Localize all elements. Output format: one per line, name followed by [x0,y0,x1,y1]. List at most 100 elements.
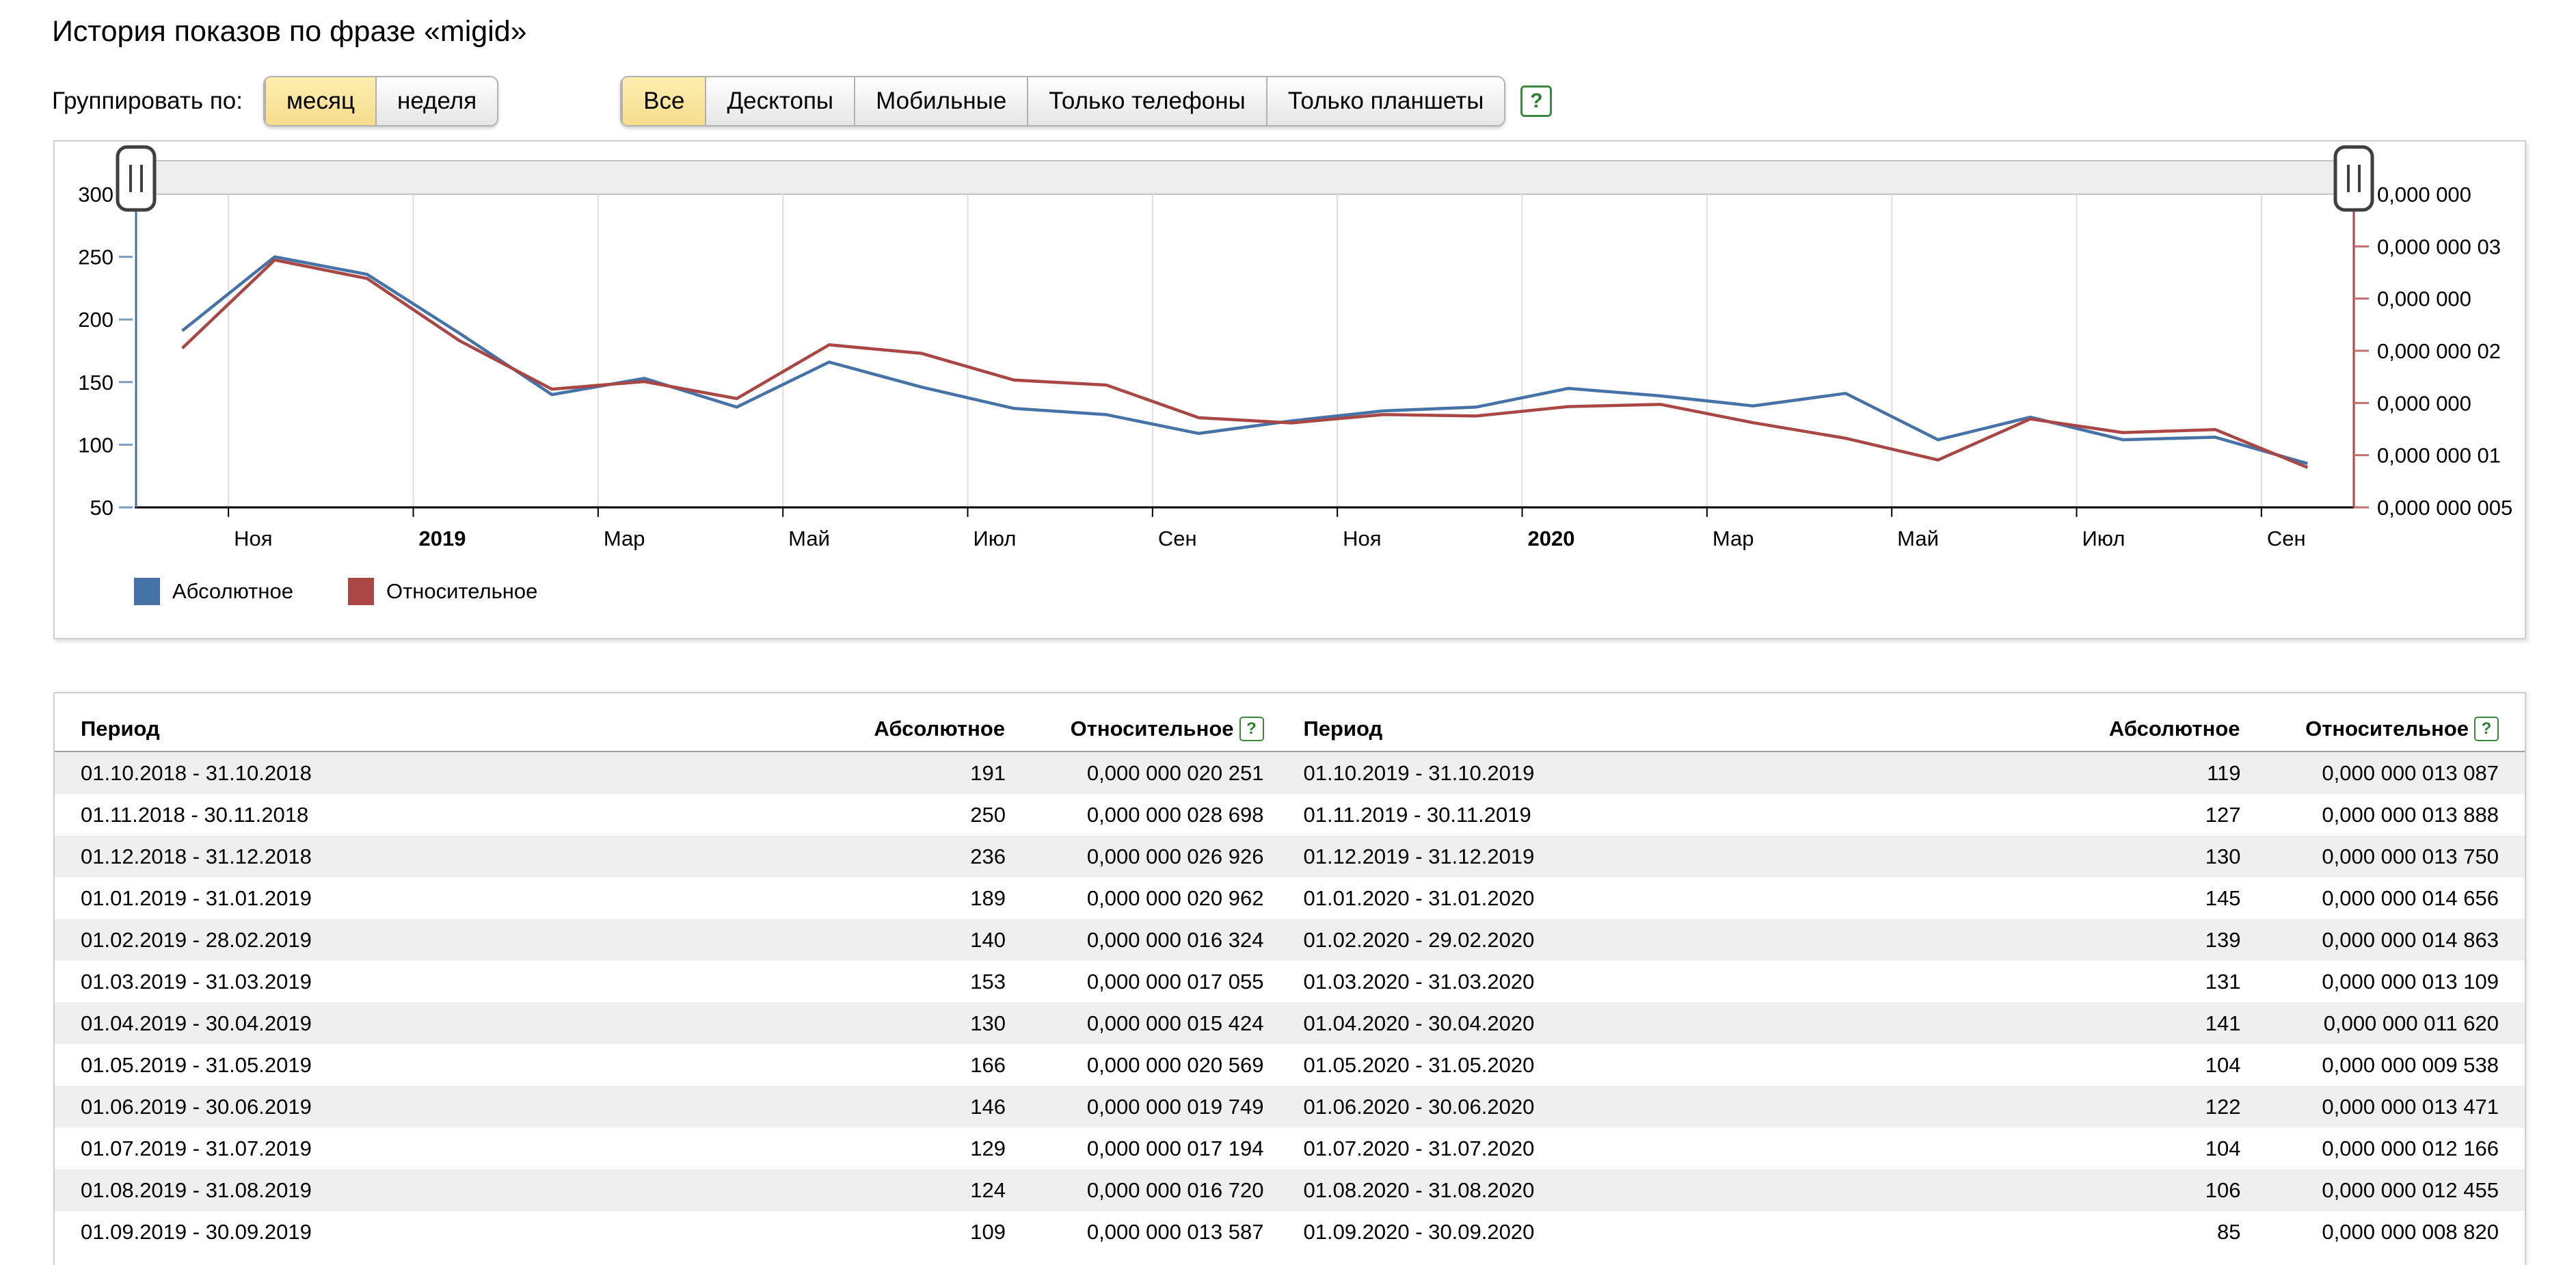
slider-handle-right[interactable] [2335,147,2372,210]
table-row: 01.08.2020 - 31.08.2020 106 0,000 000 01… [1290,1169,2525,1211]
table-row: 01.11.2018 - 30.11.2018 250 0,000 000 02… [55,794,1290,836]
device-filter-button[interactable]: Десктопы [705,77,854,125]
table-2019-2020: Период Абсолютное Относительное? 01.10.2… [1290,707,2525,1253]
table-row: 01.08.2019 - 31.08.2019 124 0,000 000 01… [55,1169,1290,1211]
slider-handle-left[interactable] [118,147,155,210]
table-row: 01.12.2019 - 31.12.2019 130 0,000 000 01… [1290,836,2525,877]
relative-cell: 0,000 000 011 620 [2241,1002,2525,1044]
period-cell: 01.04.2020 - 30.04.2020 [1290,1002,1970,1044]
period-cell: 01.08.2019 - 31.08.2019 [55,1169,734,1211]
absolute-cell: 130 [1969,836,2240,877]
legend-swatch [348,578,374,605]
relative-cell: 0,000 000 017 194 [1006,1128,1290,1169]
relative-cell: 0,000 000 013 471 [2241,1086,2525,1128]
svg-text:0,000 000 005: 0,000 000 005 [2377,496,2512,520]
table-row: 01.02.2020 - 29.02.2020 139 0,000 000 01… [1290,919,2525,961]
period-cell: 01.07.2020 - 31.07.2020 [1290,1128,1970,1169]
svg-text:0,000 000 03: 0,000 000 03 [2377,235,2501,258]
x-axis-label: Ноя [1343,527,1381,550]
column-header-period: Период [1290,707,1970,751]
period-cell: 01.02.2020 - 29.02.2020 [1290,919,1970,961]
relative-cell: 0,000 000 015 424 [1006,1002,1290,1044]
absolute-cell: 189 [734,877,1006,919]
svg-text:50: 50 [90,496,113,520]
wordstat-history-page: История показов по фразе «migid» Группир… [0,0,2576,1265]
help-icon[interactable]: ? [2474,717,2499,741]
period-cell: 01.01.2019 - 31.01.2019 [55,877,734,919]
column-header-absolute: Абсолютное [734,707,1006,751]
table-row: 01.09.2020 - 30.09.2020 85 0,000 000 008… [1290,1211,2525,1253]
table-row: 01.02.2019 - 28.02.2019 140 0,000 000 01… [55,919,1290,961]
absolute-cell: 250 [734,794,1006,836]
table-row: 01.06.2019 - 30.06.2019 146 0,000 000 01… [55,1086,1290,1128]
table-row: 01.11.2019 - 30.11.2019 127 0,000 000 01… [1290,794,2525,836]
svg-text:200: 200 [78,308,113,332]
device-filter-button[interactable]: Все [621,77,705,125]
period-cell: 01.09.2019 - 30.09.2019 [55,1211,734,1253]
column-header-absolute: Абсолютное [1969,707,2240,751]
relative-cell: 0,000 000 014 656 [2241,877,2525,919]
device-filter-button[interactable]: Мобильные [854,77,1027,125]
absolute-cell: 141 [1969,1002,2240,1044]
absolute-cell: 129 [734,1128,1006,1169]
table-row: 01.01.2019 - 31.01.2019 189 0,000 000 02… [55,877,1290,919]
svg-text:100: 100 [78,433,113,457]
controls-bar: Группировать по: месяцнеделя ВсеДесктопы… [52,75,1552,127]
x-axis-label: Сен [2267,527,2306,550]
period-cell: 01.10.2019 - 31.10.2019 [1290,751,1970,794]
grouping-button-group: месяцнеделя [263,76,498,126]
help-icon[interactable]: ? [1239,717,1264,741]
table-row: 01.03.2019 - 31.03.2019 153 0,000 000 01… [55,961,1290,1002]
relative-cell: 0,000 000 020 251 [1006,751,1290,794]
period-cell: 01.03.2020 - 31.03.2020 [1290,961,1970,1002]
range-selector-track[interactable] [136,161,2354,194]
device-filter-button[interactable]: Только планшеты [1266,77,1505,125]
page-title: История показов по фразе «migid» [52,15,527,49]
left-y-axis-labels: 30025020015010050 [78,183,133,520]
absolute-cell: 145 [1969,877,2240,919]
grouping-button[interactable]: месяц [265,77,375,125]
absolute-cell: 85 [1969,1211,2240,1253]
x-axis-label: Июл [974,527,1017,550]
period-cell: 01.06.2019 - 30.06.2019 [55,1086,734,1128]
absolute-cell: 139 [1969,919,2240,961]
period-cell: 01.01.2020 - 31.01.2020 [1290,877,1970,919]
grouping-button[interactable]: неделя [375,77,497,125]
table-row: 01.07.2019 - 31.07.2019 129 0,000 000 01… [55,1128,1290,1169]
relative-cell: 0,000 000 013 087 [2241,751,2525,794]
period-cell: 01.05.2020 - 31.05.2020 [1290,1044,1970,1086]
table-header-row: Период Абсолютное Относительное? [1290,707,2525,751]
table-2018-2019: Период Абсолютное Относительное? 01.10.2… [55,707,1290,1253]
help-icon[interactable]: ? [1520,85,1552,117]
absolute-cell: 140 [734,919,1006,961]
relative-cell: 0,000 000 008 820 [2241,1211,2525,1253]
absolute-cell: 130 [734,1002,1006,1044]
series-absolute-line [183,257,2308,464]
svg-text:0,000 000: 0,000 000 [2377,287,2471,311]
legend-item[interactable]: Абсолютное [134,578,293,605]
column-header-period: Период [55,707,734,751]
table-row: 01.03.2020 - 31.03.2020 131 0,000 000 01… [1290,961,2525,1002]
history-chart-panel: Ноя2019МарМайИюлСенНоя2020МарМайИюлСен30… [53,140,2526,639]
period-cell: 01.09.2020 - 30.09.2020 [1290,1211,1970,1253]
x-axis-label: Май [788,527,830,550]
device-filter-button[interactable]: Только телефоны [1027,77,1265,125]
relative-cell: 0,000 000 016 324 [1006,919,1290,961]
relative-cell: 0,000 000 013 109 [2241,961,2525,1002]
relative-cell: 0,000 000 013 888 [2241,794,2525,836]
legend-label: Относительное [386,579,537,604]
history-tables-panel: Период Абсолютное Относительное? 01.10.2… [53,692,2526,1265]
relative-cell: 0,000 000 016 720 [1006,1169,1290,1211]
period-cell: 01.12.2019 - 31.12.2019 [1290,836,1970,877]
legend-label: Абсолютное [172,579,293,604]
x-gridlines: Ноя2019МарМайИюлСенНоя2020МарМайИюлСен [228,194,2305,550]
absolute-cell: 146 [734,1086,1006,1128]
svg-text:300: 300 [78,183,113,207]
legend-item[interactable]: Относительное [348,578,537,605]
table-row: 01.05.2020 - 31.05.2020 104 0,000 000 00… [1290,1044,2525,1086]
table-row: 01.12.2018 - 31.12.2018 236 0,000 000 02… [55,836,1290,877]
x-axis-label: 2020 [1528,527,1575,550]
svg-text:0,000 000 01: 0,000 000 01 [2377,444,2501,468]
absolute-cell: 104 [1969,1128,2240,1169]
column-header-relative: Относительное? [1006,707,1290,751]
